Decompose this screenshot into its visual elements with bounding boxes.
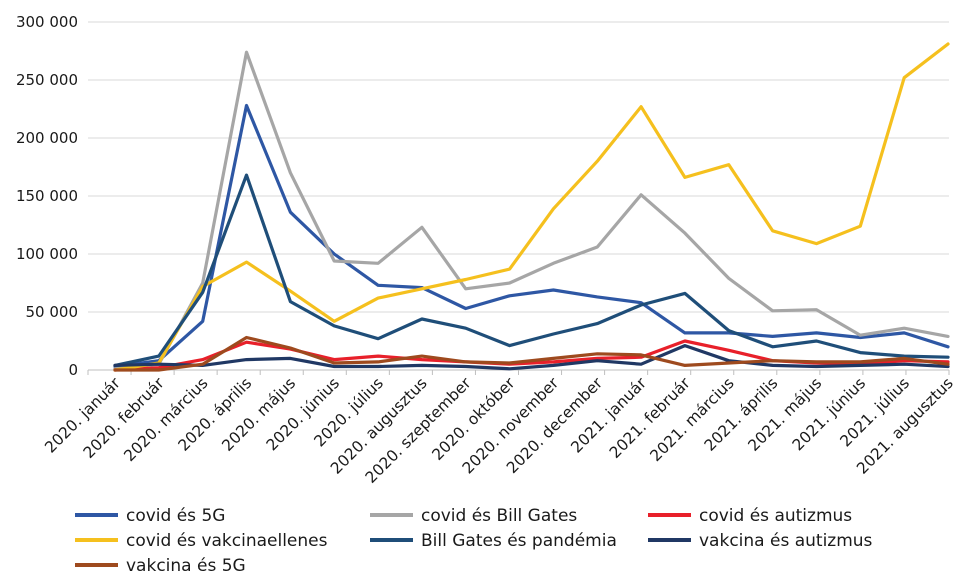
y-tick-label: 250 000 [16, 71, 78, 89]
series-line-7 [113, 335, 950, 372]
series-line-4 [113, 42, 950, 372]
y-tick-label: 300 000 [16, 13, 78, 31]
y-tick-label: 150 000 [16, 187, 78, 205]
series-line-5 [113, 173, 950, 367]
y-tick-label: 50 000 [26, 303, 79, 321]
legend-label: Bill Gates és pandémia [421, 531, 617, 551]
series-line-1 [113, 103, 950, 369]
y-axis-ticks: 0 50 000 100 000 150 000 200 000 250 000 300 0… [16, 13, 78, 379]
legend-label: covid és autizmus [699, 506, 852, 526]
legend-label: vakcina és autizmus [699, 531, 873, 551]
legend-label: covid és Bill Gates [421, 506, 577, 526]
y-tick-label: 100 000 [16, 245, 78, 263]
y-tick-label: 200 000 [16, 129, 78, 147]
series-line-6 [113, 344, 950, 371]
series-line-2 [113, 50, 950, 371]
legend-label: vakcina és 5G [126, 556, 246, 576]
x-tick-label: 2020. január [41, 374, 124, 457]
x-tick-label: 2021. január [567, 374, 650, 457]
series-lines [113, 42, 950, 372]
x-axis [87, 369, 950, 375]
legend: covid és 5G covid és Bill Gates covid és a… [75, 506, 873, 576]
y-tick-label: 0 [68, 361, 78, 379]
gridlines [88, 21, 949, 313]
legend-label: covid és 5G [126, 506, 225, 526]
legend-label: covid és vakcinaellenes [126, 531, 328, 551]
